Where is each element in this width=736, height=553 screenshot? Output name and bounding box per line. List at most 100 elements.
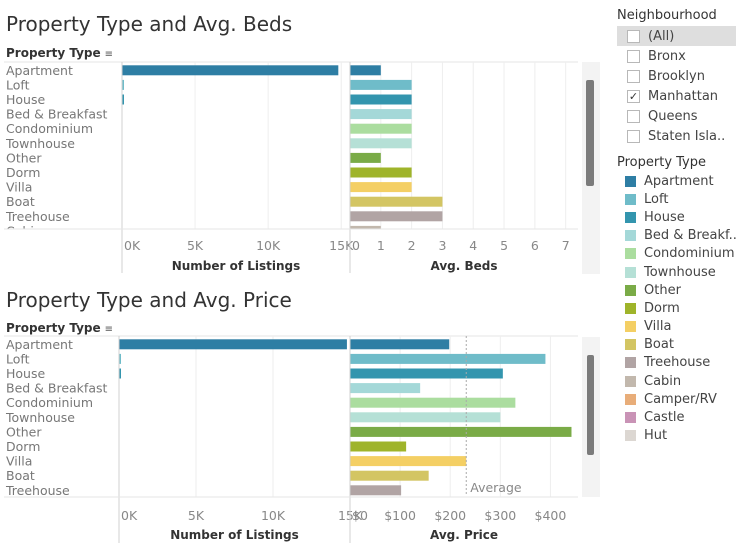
legend-item[interactable]: Apartment	[617, 172, 736, 190]
filter-item[interactable]: Bronx	[617, 46, 736, 66]
legend-title: Property Type	[617, 155, 707, 170]
tick-label: 6	[531, 238, 539, 253]
chart2-scroll-thumb[interactable]	[587, 355, 594, 455]
bar	[350, 182, 412, 193]
legend-item[interactable]: Dorm	[617, 299, 736, 317]
bar	[350, 412, 501, 423]
filter-item-label: (All)	[648, 28, 675, 44]
chart1-scroll-thumb[interactable]	[586, 80, 594, 186]
tick-label: 5K	[187, 238, 204, 253]
bar	[122, 79, 124, 90]
legend-swatch	[625, 393, 636, 405]
bar	[119, 368, 121, 379]
bar	[119, 353, 121, 364]
legend-item[interactable]: Treehouse	[617, 354, 736, 372]
tick-label: 0K	[121, 508, 138, 523]
tick-label: 3	[438, 238, 446, 253]
filter-item[interactable]: Staten Isla..	[617, 126, 736, 146]
bar	[350, 441, 407, 452]
bar	[350, 368, 503, 379]
filter-item-label: Staten Isla..	[648, 128, 726, 144]
filter-item[interactable]: ✓ Manhattan	[617, 86, 736, 106]
legend-item[interactable]: Condominium	[617, 245, 736, 263]
category-label: Villa	[6, 180, 32, 195]
filter-item-label: Bronx	[648, 48, 686, 64]
legend-item-label: Apartment	[644, 173, 714, 189]
legend-swatch	[625, 339, 636, 351]
chart1-row-header[interactable]: Property Type ≡	[6, 46, 113, 60]
checkbox-icon[interactable]	[627, 69, 640, 83]
legend-item[interactable]: Boat	[617, 336, 736, 354]
category-label: House	[6, 92, 45, 107]
tick-label: 0K	[124, 238, 141, 253]
legend-item[interactable]: Loft	[617, 190, 736, 208]
category-label: Apartment	[6, 337, 73, 352]
bar	[350, 196, 443, 207]
legend-swatch	[625, 430, 636, 442]
legend-item-label: Dorm	[644, 300, 680, 316]
legend-item[interactable]: Villa	[617, 318, 736, 336]
checkbox-icon[interactable]	[627, 29, 640, 43]
chart2-row-header[interactable]: Property Type ≡	[6, 321, 113, 335]
tick-label: 1	[377, 238, 385, 253]
filter-list: (All) Bronx Brooklyn ✓ Manhattan Queens Staten…	[617, 26, 736, 146]
checkbox-icon[interactable]	[627, 109, 640, 123]
filter-item-label: Queens	[648, 108, 698, 124]
legend-item[interactable]: Castle	[617, 408, 736, 426]
legend-swatch	[625, 302, 636, 314]
tick-label: 10K	[256, 238, 281, 253]
bar	[350, 79, 412, 90]
bar	[350, 152, 381, 163]
legend-item[interactable]: Cabin	[617, 372, 736, 390]
legend-item[interactable]: Bed & Breakf..	[617, 227, 736, 245]
checkbox-icon[interactable]	[627, 129, 640, 143]
category-label: Townhouse	[5, 136, 75, 151]
category-label: Dorm	[6, 439, 40, 454]
category-label: Loft	[6, 351, 30, 366]
bar	[350, 353, 546, 364]
legend-item-label: Townhouse	[644, 264, 716, 280]
filter-item[interactable]: (All)	[617, 26, 736, 46]
sort-icon[interactable]: ≡	[104, 49, 114, 60]
tick-label: 10K	[261, 508, 286, 523]
filter-item[interactable]: Queens	[617, 106, 736, 126]
tick-label: $200	[434, 508, 466, 523]
checkbox-icon[interactable]	[627, 49, 640, 63]
filter-item-label: Manhattan	[648, 88, 719, 104]
axis-title: Avg. Beds	[430, 259, 497, 273]
legend-item-label: Hut	[644, 428, 668, 444]
checkbox-checked-icon[interactable]: ✓	[627, 89, 640, 103]
filter-item[interactable]: Brooklyn	[617, 66, 736, 86]
filter-item-label: Brooklyn	[648, 68, 705, 84]
bar	[350, 225, 381, 229]
chart1-scrollbar[interactable]	[582, 62, 600, 274]
legend-item[interactable]: Townhouse	[617, 263, 736, 281]
legend-swatch	[625, 284, 636, 296]
legend-swatch	[625, 321, 636, 333]
category-label: Cabin	[6, 223, 42, 238]
legend-item[interactable]: Hut	[617, 427, 736, 445]
legend-swatch	[625, 357, 636, 369]
tick-label: 2	[408, 238, 416, 253]
sort-icon[interactable]: ≡	[104, 324, 114, 335]
tick-label: 15K	[329, 238, 354, 253]
legend-item[interactable]: House	[617, 208, 736, 226]
bar	[350, 94, 412, 105]
chart2-title: Property Type and Avg. Price	[6, 288, 292, 312]
category-label: Condominium	[6, 395, 93, 410]
category-label: Bed & Breakfast	[6, 381, 107, 396]
tick-label: $300	[484, 508, 516, 523]
bar	[350, 109, 412, 120]
category-label: Loft	[6, 77, 30, 92]
legend-swatch	[625, 230, 636, 242]
legend-item-label: Cabin	[644, 373, 682, 389]
chart2-scrollbar[interactable]	[582, 337, 600, 497]
tick-label: $0	[352, 508, 368, 523]
axis-title: Avg. Price	[430, 528, 498, 542]
category-label: Dorm	[6, 165, 40, 180]
legend-item[interactable]: Other	[617, 281, 736, 299]
legend-item-label: Treehouse	[644, 355, 711, 371]
category-label: Apartment	[6, 63, 73, 78]
legend-list: Apartment Loft House Bed & Breakf.. Condomin…	[617, 172, 736, 445]
legend-item[interactable]: Camper/RV	[617, 390, 736, 408]
